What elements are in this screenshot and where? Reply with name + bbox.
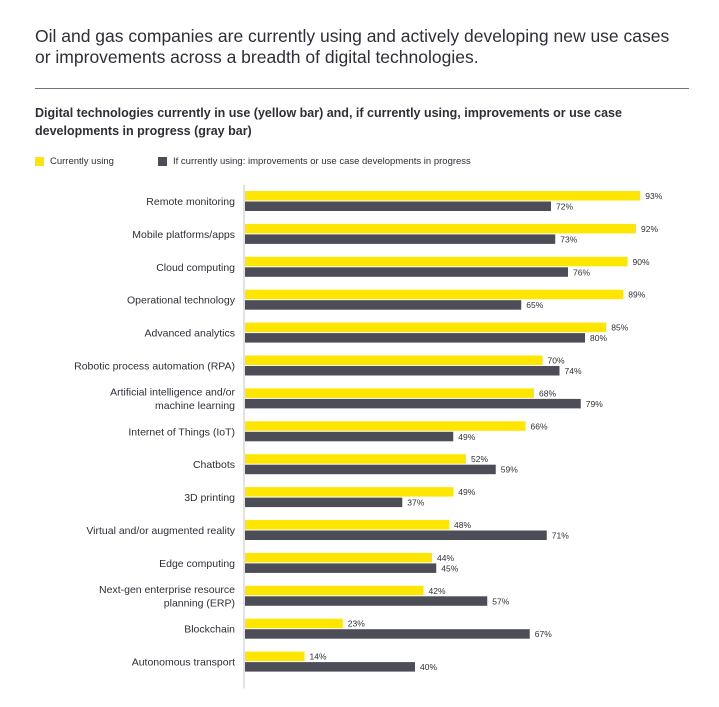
data-label-improvements: 74%: [565, 366, 582, 376]
data-label-currently-using: 92%: [641, 224, 658, 234]
data-label-currently-using: 44%: [437, 553, 454, 563]
data-label-currently-using: 89%: [628, 290, 645, 300]
bar-improvements: [245, 629, 530, 639]
bar-improvements: [245, 201, 551, 211]
legend-label-improvements: If currently using: improvements or use …: [173, 156, 471, 167]
bar-currently-using: [245, 289, 624, 300]
bar-improvements: [245, 366, 560, 376]
category-label-line: Artificial intelligence and/or: [110, 386, 235, 398]
bar-improvements: [245, 464, 496, 475]
data-label-improvements: 79%: [586, 399, 603, 409]
headline-divider: [35, 88, 689, 89]
data-label-currently-using: 49%: [458, 487, 475, 497]
category-label: Internet of Things (IoT): [128, 426, 235, 438]
category-label: Remote monitoring: [146, 196, 235, 208]
data-label-currently-using: 66%: [531, 421, 548, 431]
bar-improvements: [245, 497, 403, 508]
category-label-line: Next-gen enterprise resource: [99, 584, 235, 596]
bar-improvements: [245, 398, 581, 409]
legend-label-currently-using: Currently using: [50, 156, 114, 167]
legend-swatch-yellow: [35, 157, 44, 166]
bar-improvements: [245, 563, 437, 573]
data-label-currently-using: 52%: [471, 454, 488, 464]
category-label: Operational technology: [127, 295, 236, 307]
bar-currently-using: [245, 487, 454, 497]
bar-currently-using: [245, 618, 343, 629]
category-label: Cloud computing: [156, 262, 235, 274]
data-label-currently-using: 68%: [539, 388, 556, 398]
bar-currently-using: [245, 585, 424, 596]
category-label-line: machine learning: [155, 400, 235, 412]
category-label: Chatbots: [193, 459, 235, 471]
bar-currently-using: [245, 651, 305, 662]
category-label: Artificial intelligence and/or machine le…: [110, 386, 235, 412]
bar-currently-using: [245, 256, 628, 267]
data-label-improvements: 45%: [441, 563, 458, 573]
bar-improvements: [245, 234, 556, 244]
data-label-improvements: 72%: [556, 202, 573, 212]
category-label: Edge computing: [159, 558, 235, 570]
bar-currently-using: [245, 454, 466, 464]
bar-improvements: [245, 530, 547, 540]
bar-currently-using: [245, 552, 432, 563]
category-label: Next-gen enterprise resource planning (ER…: [99, 584, 235, 610]
bar-improvements: [245, 300, 522, 310]
data-label-improvements: 71%: [552, 531, 569, 541]
page-headline: Oil and gas companies are currently usin…: [35, 26, 670, 67]
data-label-currently-using: 93%: [645, 191, 662, 201]
category-label-line: planning (ERP): [164, 597, 235, 609]
category-label: Robotic process automation (RPA): [74, 361, 235, 373]
chart-legend: Currently using If currently using: impr…: [35, 156, 695, 170]
category-label: Mobile platforms/apps: [132, 229, 235, 241]
data-label-currently-using: 14%: [310, 652, 327, 662]
data-label-improvements: 76%: [573, 267, 590, 277]
data-label-currently-using: 48%: [454, 520, 471, 530]
data-label-improvements: 49%: [458, 432, 475, 442]
data-label-improvements: 40%: [420, 662, 437, 672]
legend-item-improvements: If currently using: improvements or use …: [158, 156, 471, 167]
data-label-improvements: 59%: [501, 465, 518, 475]
data-label-currently-using: 85%: [611, 323, 628, 333]
bar-improvements: [245, 431, 454, 442]
bar-currently-using: [245, 191, 641, 201]
data-label-improvements: 73%: [560, 234, 577, 244]
bar-currently-using: [245, 520, 449, 530]
bar-currently-using: [245, 355, 543, 365]
data-label-improvements: 65%: [526, 300, 543, 310]
bar-currently-using: [245, 223, 636, 234]
data-label-improvements: 67%: [535, 629, 552, 639]
bar-improvements: [245, 596, 488, 606]
legend-item-currently-using: Currently using: [35, 156, 114, 167]
chart-title: Digital technologies currently in use (y…: [35, 106, 622, 138]
data-label-improvements: 80%: [590, 333, 607, 343]
bar-improvements: [245, 662, 415, 672]
bar-currently-using: [245, 388, 534, 398]
data-label-currently-using: 42%: [429, 586, 446, 596]
bar-currently-using: [245, 322, 607, 333]
category-label: 3D printing: [184, 492, 235, 504]
category-label: Advanced analytics: [145, 328, 235, 340]
category-label: Blockchain: [184, 624, 235, 636]
data-label-currently-using: 90%: [633, 257, 650, 267]
legend-swatch-gray: [158, 157, 167, 166]
category-label: Virtual and/or augmented reality: [86, 525, 235, 537]
bar-improvements: [245, 333, 585, 343]
bar-improvements: [245, 267, 568, 277]
bar-currently-using: [245, 421, 526, 431]
category-label: Autonomous transport: [132, 657, 235, 669]
data-label-improvements: 37%: [407, 498, 424, 508]
data-label-improvements: 57%: [492, 596, 509, 606]
data-label-currently-using: 70%: [548, 356, 565, 366]
data-label-currently-using: 23%: [348, 619, 365, 629]
